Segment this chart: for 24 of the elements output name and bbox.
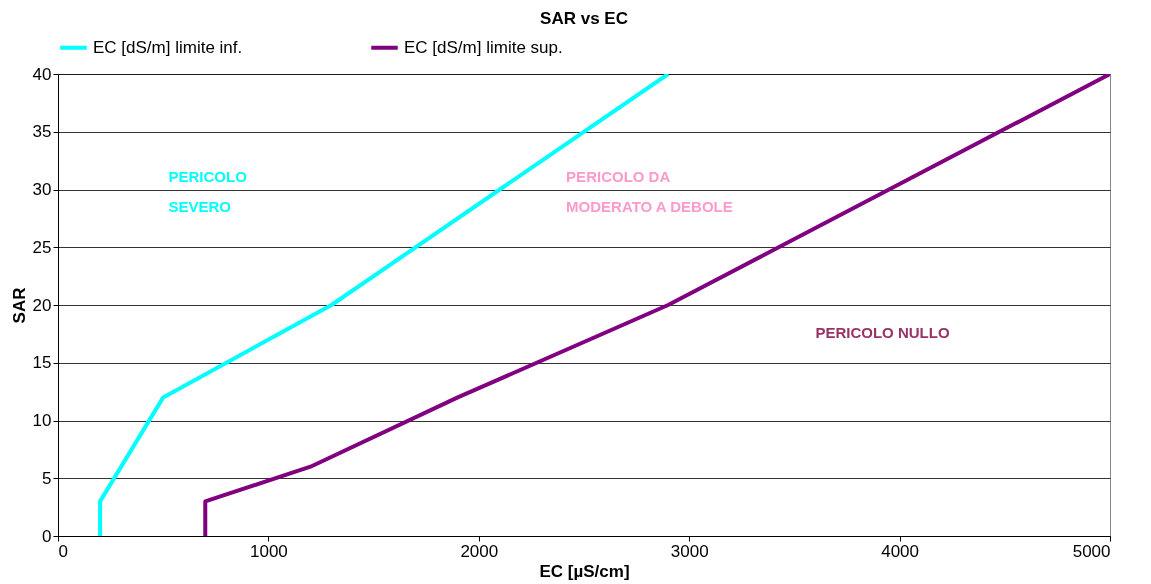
chart-title: SAR vs EC: [540, 9, 628, 28]
y-tick-label: 35: [32, 122, 52, 142]
annotation: PERICOLO DA MODERATO A DEBOLE: [566, 167, 733, 215]
y-tick-label: 25: [32, 237, 52, 257]
x-tick-label: 1000: [249, 541, 288, 561]
x-tick-label: 0: [58, 541, 68, 561]
y-axis-title: SAR: [9, 287, 29, 324]
legend-label: EC [dS/m] limite sup.: [404, 37, 563, 57]
line-series: [98, 74, 671, 536]
annotation: PERICOLO NULLO: [815, 323, 950, 341]
y-tick-label: 0: [42, 526, 52, 546]
y-tick-label: 40: [32, 64, 52, 84]
x-tick-label: 3000: [670, 541, 709, 561]
legend-label: EC [dS/m] limite inf.: [93, 37, 243, 57]
y-tick-label: 30: [32, 180, 52, 199]
y-tick-label: 10: [32, 411, 52, 430]
x-axis-title: EC [µS/cm]: [539, 561, 630, 581]
x-tick-label: 2000: [460, 541, 499, 561]
x-tick-label: 5000: [1072, 541, 1111, 561]
annotation: PERICOLO SEVERO: [168, 167, 248, 215]
y-tick-label: 15: [32, 353, 52, 373]
x-tick-label: 4000: [881, 541, 920, 561]
y-tick-label: 5: [42, 468, 52, 488]
y-tick-label: 20: [32, 295, 52, 315]
